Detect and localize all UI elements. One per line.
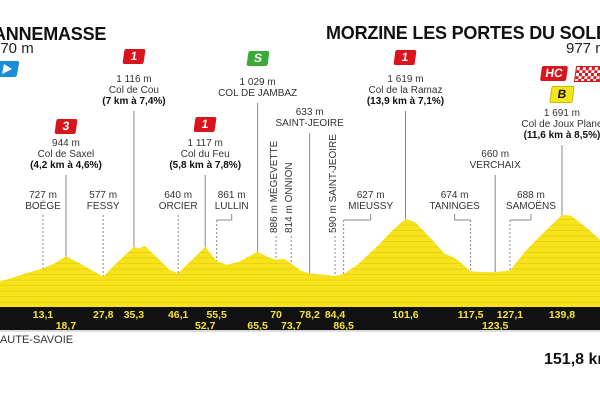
climb-elevation: 944 m [52, 138, 80, 149]
km-tick-label: 55,5 [206, 309, 227, 321]
climb-name: Col de Joux Plane [521, 119, 600, 130]
km-tick-label: 46,1 [168, 309, 189, 321]
climb-category-badge: 1 [393, 50, 418, 65]
town-label-vertical: 886 m MÉGEVETTE [269, 140, 281, 233]
town-name: SAMOËNS [505, 201, 556, 212]
town-name: SAINT-JEOIRE [275, 118, 344, 129]
km-tick-label: 86,5 [333, 320, 354, 332]
climb-label: 1 029 m COL DE JAMBAZ [218, 77, 297, 99]
town-name: ORCIER [158, 201, 198, 212]
finish-town-name: MORZINE LES PORTES DU SOLEIL [326, 23, 600, 43]
climb-name: Col de Saxel [37, 149, 95, 160]
climb-detail: (13,9 km à 7,1%) [366, 96, 445, 107]
town-name: VERCHAIX [469, 160, 521, 171]
climb-category-badge: 1 [122, 49, 146, 64]
km-tick-label: 139,8 [549, 309, 575, 321]
town-elevation: 640 m [164, 190, 193, 201]
climb-elevation: 1 619 m [387, 74, 424, 85]
km-tick-label: 70 [270, 309, 282, 321]
km-tick-label: 35,3 [124, 309, 145, 321]
climb-name: Col du Feu [180, 149, 230, 160]
climb-label: 1 117 m Col du Feu (5,8 km à 7,8%) [169, 138, 241, 171]
town-label: 861 m LULLIN [215, 190, 249, 212]
km-tick-label: 52,7 [195, 320, 216, 332]
sprint-badge: S [246, 51, 270, 66]
town-elevation: 577 m [89, 190, 118, 201]
town-label: 633 m SAINT-JEOIRE [275, 107, 343, 129]
town-name: MIEUSSY [348, 201, 394, 212]
climb-name: Col de Cou [108, 85, 159, 96]
climb-category-badge: 3 [54, 119, 78, 134]
climb-detail: (7 km à 7,4%) [102, 96, 166, 107]
climb-label: 1 691 m Col de Joux Plane (11,6 km à 8,5%) [521, 108, 600, 141]
town-label: 727 m BOËGE [25, 190, 61, 212]
start-town-name: ANNEMASSE [0, 24, 107, 44]
town-label: 688 m SAMOËNS [506, 190, 556, 212]
climb-name: Col de la Ramaz [368, 85, 443, 96]
region-label: HAUTE-SAVOIE [0, 334, 74, 346]
km-tick-label: 13,1 [33, 309, 54, 321]
km-tick-label: 117,5 [458, 309, 484, 321]
town-label: 660 m VERCHAIX [470, 149, 521, 171]
km-tick-label: 123,5 [482, 320, 508, 332]
town-elevation: 627 m [356, 190, 385, 201]
town-name: LULLIN [214, 201, 249, 212]
town-label-vertical: 590 m SAINT-JEOIRE [328, 134, 340, 233]
km-bar [0, 307, 600, 330]
town-label: 640 m ORCIER [159, 190, 198, 212]
town-label: 674 m TANINGES [429, 190, 479, 212]
town-elevation: 688 m [517, 190, 545, 201]
climb-label: 1 116 m Col de Cou (7 km à 7,4%) [102, 74, 165, 107]
town-elevation: 660 m [481, 149, 510, 160]
km-tick-label: 127,1 [497, 309, 523, 321]
total-distance: 151,8 km [544, 351, 600, 368]
climb-name: COL DE JAMBAZ [218, 88, 298, 99]
km-tick-label: 65,5 [247, 320, 268, 332]
town-label: 577 m FESSY [87, 190, 120, 212]
town-label-vertical: 814 m ONNION [284, 162, 296, 233]
town-elevation: 727 m [29, 190, 57, 201]
climb-detail: (11,6 km à 8,5%) [523, 130, 600, 141]
town-name: BOËGE [25, 201, 61, 212]
climb-label: 944 m Col de Saxel (4,2 km à 4,6%) [30, 138, 102, 171]
km-tick-label: 18,7 [56, 320, 77, 332]
km-tick-label: 73,7 [281, 320, 302, 332]
town-name: FESSY [86, 201, 120, 212]
profile-area [0, 215, 600, 307]
km-tick-label: 27,8 [93, 309, 114, 321]
town-label: 627 m MIEUSSY [348, 190, 393, 212]
finish-elevation: 977 m [566, 40, 600, 57]
climb-elevation: 1 691 m [543, 108, 581, 119]
climb-detail: (4,2 km à 4,6%) [30, 160, 102, 171]
town-elevation: 633 m [295, 107, 324, 118]
bonus-badge: B [549, 86, 575, 103]
town-elevation: 861 m [217, 190, 246, 201]
climb-elevation: 1 116 m [116, 74, 152, 85]
town-name: TANINGES [429, 201, 480, 212]
km-tick-label: 101,6 [392, 309, 418, 321]
finish-flag-icon [573, 66, 600, 82]
climb-elevation: 1 029 m [239, 77, 276, 88]
climb-category-badge: HC [539, 66, 569, 81]
town-elevation: 674 m [440, 190, 469, 201]
climb-detail: (5,8 km à 7,8%) [169, 160, 242, 171]
start-elevation: 470 m [0, 40, 34, 57]
climb-category-badge: 1 [193, 117, 217, 132]
climb-label: 1 619 m Col de la Ramaz (13,9 km à 7,1%) [367, 74, 444, 107]
km-tick-label: 78,2 [299, 309, 320, 321]
climb-elevation: 1 117 m [187, 138, 223, 149]
km-tick-label: 84,4 [325, 309, 346, 321]
